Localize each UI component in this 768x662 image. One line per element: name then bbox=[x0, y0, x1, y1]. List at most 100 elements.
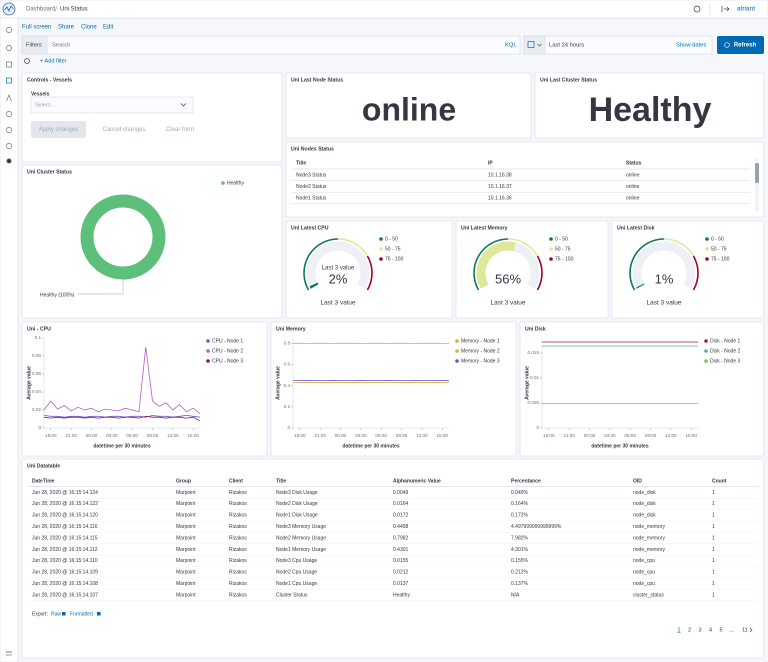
nav-icon[interactable] bbox=[6, 143, 12, 149]
search-bar[interactable] bbox=[21, 35, 521, 55]
legend-label[interactable]: Memory - Node 1 bbox=[461, 338, 500, 344]
legend-label[interactable]: Memory - Node 2 bbox=[461, 348, 500, 354]
nav-icon[interactable] bbox=[6, 111, 12, 117]
breadcrumb[interactable]: Dashboard bbox=[26, 7, 55, 13]
nav-icon[interactable] bbox=[6, 27, 12, 33]
column-header[interactable]: Percentance bbox=[511, 478, 541, 484]
button-label[interactable]: Clear form bbox=[166, 127, 194, 133]
page-link[interactable]: 11 bbox=[742, 627, 748, 633]
column-header[interactable]: Group bbox=[176, 478, 191, 484]
column-header[interactable]: Alphanumeric Value bbox=[393, 478, 441, 484]
panel bbox=[21, 458, 765, 659]
logo-mark[interactable] bbox=[4, 5, 14, 13]
legend-label[interactable]: 75 - 100 bbox=[555, 256, 574, 262]
legend-label[interactable]: 0 - 50 bbox=[555, 236, 568, 242]
cell: Marpoint bbox=[176, 558, 196, 564]
add-filter[interactable]: + Add filter bbox=[40, 58, 67, 64]
page-link[interactable]: 3 bbox=[698, 627, 701, 633]
export-link[interactable]: Raw bbox=[51, 611, 61, 617]
column-header[interactable]: Title bbox=[276, 478, 286, 484]
cell: 0.0155 bbox=[393, 558, 409, 564]
y-tick-label: 0.4 bbox=[284, 383, 291, 388]
legend-label[interactable]: CPU - Node 3 bbox=[212, 358, 243, 364]
cell: Healthy bbox=[393, 592, 410, 598]
y-tick-label: 0.6 bbox=[284, 362, 291, 367]
column-header[interactable]: Client bbox=[229, 478, 243, 484]
column-header[interactable]: Count bbox=[712, 478, 727, 484]
page-link[interactable]: 1 bbox=[677, 627, 680, 633]
nav-icon[interactable] bbox=[6, 45, 12, 51]
gauge-background bbox=[306, 241, 370, 289]
legend-label[interactable]: Disk - Node 3 bbox=[710, 358, 741, 364]
nav-icon[interactable] bbox=[6, 77, 12, 84]
nav-icon[interactable] bbox=[6, 94, 12, 102]
x-tick-label: 15:00 bbox=[187, 433, 199, 438]
gauge-background bbox=[632, 241, 696, 289]
logo[interactable] bbox=[2, 2, 16, 16]
toolbar-link[interactable]: Clone bbox=[81, 25, 97, 31]
select[interactable] bbox=[30, 96, 194, 114]
legend-label[interactable]: Disk - Node 1 bbox=[710, 338, 741, 344]
export-label: Export: bbox=[32, 611, 48, 617]
user-name[interactable]: atriant bbox=[737, 6, 755, 13]
refresh-label[interactable]: Refresh bbox=[734, 43, 757, 49]
column-header[interactable]: IP bbox=[488, 160, 493, 166]
legend-label[interactable]: Memory - Node 3 bbox=[461, 358, 500, 364]
show-dates[interactable]: Show dates bbox=[676, 43, 706, 49]
legend-label[interactable]: Disk - Node 2 bbox=[710, 348, 741, 354]
page-link[interactable]: 4 bbox=[709, 627, 712, 633]
refresh-button[interactable] bbox=[717, 36, 764, 54]
legend-label[interactable]: 75 - 100 bbox=[711, 256, 730, 262]
legend-label[interactable]: 75 - 100 bbox=[385, 256, 404, 262]
x-tick-label: 18:00 bbox=[543, 433, 555, 438]
next-page[interactable] bbox=[749, 627, 753, 633]
apply-button[interactable] bbox=[31, 121, 86, 138]
legend-dot bbox=[549, 257, 553, 261]
toolbar-link[interactable]: Full screen bbox=[22, 25, 51, 31]
export-link[interactable]: Formatted bbox=[70, 611, 93, 617]
button-label[interactable]: Cancel changes bbox=[102, 127, 145, 133]
x-tick-label: 18:00 bbox=[45, 433, 57, 438]
help-icon[interactable] bbox=[693, 5, 701, 13]
page-link[interactable]: ... bbox=[729, 627, 734, 633]
date-quick-menu[interactable] bbox=[523, 35, 546, 55]
legend-label[interactable]: CPU - Node 1 bbox=[212, 338, 243, 344]
legend-label[interactable]: 50 - 75 bbox=[711, 246, 727, 252]
query-language[interactable]: KQL bbox=[505, 43, 517, 49]
x-tick-label: 12:00 bbox=[416, 433, 428, 438]
legend-label[interactable]: 50 - 75 bbox=[385, 246, 401, 252]
panel bbox=[519, 321, 765, 457]
legend-label[interactable]: 0 - 50 bbox=[385, 236, 398, 242]
cell: 0.049% bbox=[511, 490, 529, 496]
legend-label[interactable]: CPU - Node 2 bbox=[212, 348, 243, 354]
cell: 0.212% bbox=[511, 570, 529, 576]
page-link[interactable]: 5 bbox=[719, 627, 722, 633]
column-header[interactable]: OID bbox=[633, 478, 642, 484]
nav-icon[interactable] bbox=[6, 158, 12, 164]
nav-icon[interactable] bbox=[6, 127, 12, 133]
column-header[interactable]: Title bbox=[296, 160, 306, 166]
gauge-range bbox=[303, 238, 339, 291]
gauge-value-label: 1% bbox=[655, 271, 674, 286]
toolbar-link[interactable]: Edit bbox=[103, 25, 114, 31]
gauge-range bbox=[507, 238, 539, 257]
panel-title: Uni Disk bbox=[525, 326, 546, 332]
column-header[interactable]: Status bbox=[626, 160, 642, 166]
cell: 0.137% bbox=[511, 581, 529, 587]
toolbar-link[interactable]: Share bbox=[58, 25, 75, 31]
logout-icon[interactable] bbox=[726, 6, 730, 12]
legend-label[interactable]: Healthy bbox=[227, 180, 244, 186]
nav-icon[interactable] bbox=[6, 61, 12, 68]
x-tick-label: 21:00 bbox=[65, 433, 77, 438]
button-label[interactable]: Apply changes bbox=[39, 127, 78, 133]
logo-circle[interactable] bbox=[2, 2, 16, 16]
page-link[interactable]: 2 bbox=[688, 627, 691, 633]
legend-label[interactable]: 0 - 50 bbox=[711, 236, 724, 242]
legend-label[interactable]: 50 - 75 bbox=[555, 246, 571, 252]
column-header[interactable]: DateTime bbox=[32, 478, 55, 484]
settings-icon[interactable] bbox=[24, 58, 30, 64]
cell: Node3 Memory Usage bbox=[276, 524, 326, 530]
cell: Node1 Cpu Usage bbox=[276, 581, 317, 587]
y-tick-label: 0.2 bbox=[284, 404, 291, 409]
panel-title: Uni Datatable bbox=[27, 463, 60, 469]
